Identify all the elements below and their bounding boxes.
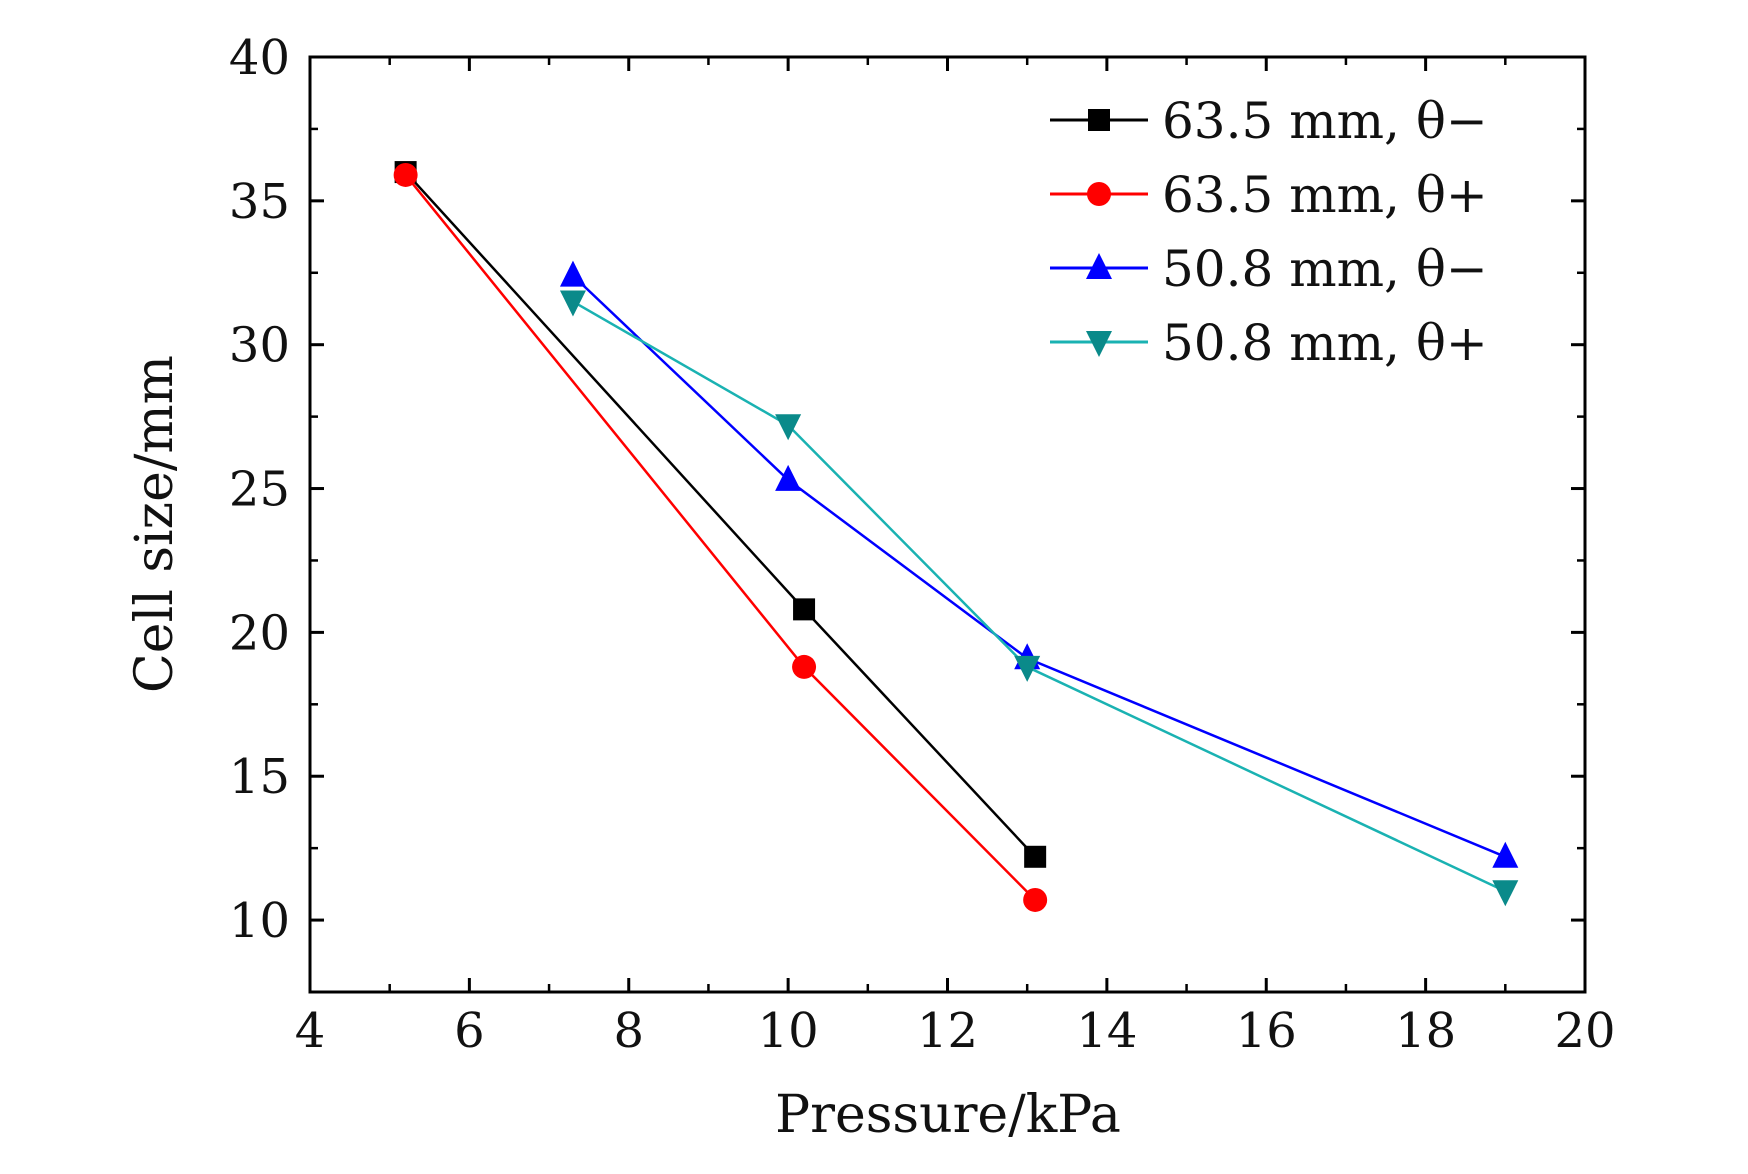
series-line [404, 174, 1037, 901]
data-point [775, 464, 802, 491]
data-point [393, 162, 418, 187]
series-layer [393, 161, 1519, 912]
series-line [572, 274, 1506, 858]
data-point [1492, 841, 1519, 868]
x-tick-label: 12 [917, 1003, 978, 1059]
ticks-layer: 4 6 8 10 12 14 16 18 20 10 15 20 25 30 35 40 [229, 30, 1616, 1059]
x-tick-label: 8 [613, 1003, 644, 1059]
x-tick-label: 20 [1554, 1003, 1615, 1059]
series-line [572, 300, 1506, 893]
legend-marker [1086, 331, 1112, 357]
x-tick-label: 4 [295, 1003, 326, 1059]
data-point [559, 290, 586, 317]
y-tick-label: 20 [229, 605, 290, 661]
data-point [559, 260, 586, 287]
x-tick-label: 14 [1076, 1003, 1137, 1059]
series-1 [394, 161, 1047, 868]
series-4 [559, 290, 1519, 907]
x-axis-title: Pressure/kPa [775, 1085, 1121, 1145]
y-tick-label: 10 [229, 893, 290, 949]
data-point [1014, 655, 1041, 682]
data-point [792, 654, 817, 679]
data-point [1492, 880, 1519, 907]
legend-label: 63.5 mm, θ− [1162, 92, 1488, 150]
y-tick-label: 15 [229, 749, 290, 805]
legend-marker [1086, 253, 1112, 279]
legend-item: 63.5 mm, θ− [1050, 92, 1488, 150]
data-point [1023, 887, 1048, 912]
legend-item: 63.5 mm, θ+ [1050, 166, 1488, 224]
y-tick-label: 30 [229, 318, 290, 374]
data-point [793, 598, 816, 621]
y-axis-title: Cell size/mm [125, 355, 185, 693]
legend: 63.5 mm, θ− 63.5 mm, θ+ 50.8 mm, θ− 50.8 mm… [1050, 92, 1488, 372]
legend-label: 63.5 mm, θ+ [1162, 166, 1488, 224]
y-tick-label: 40 [229, 30, 290, 86]
legend-label: 50.8 mm, θ− [1162, 240, 1488, 298]
series-line [404, 171, 1037, 858]
y-tick-label: 35 [229, 174, 290, 230]
legend-item: 50.8 mm, θ− [1050, 240, 1488, 298]
legend-label: 50.8 mm, θ+ [1162, 314, 1488, 372]
legend-marker [1088, 109, 1110, 131]
x-tick-label: 18 [1395, 1003, 1456, 1059]
legend-item: 50.8 mm, θ+ [1050, 314, 1488, 372]
series-2 [393, 162, 1048, 912]
data-point [775, 414, 802, 441]
legend-marker [1087, 182, 1111, 206]
x-tick-label: 6 [454, 1003, 485, 1059]
x-tick-label: 16 [1236, 1003, 1297, 1059]
data-point [1024, 845, 1047, 868]
y-tick-label: 25 [229, 462, 290, 518]
x-tick-label: 10 [758, 1003, 819, 1059]
